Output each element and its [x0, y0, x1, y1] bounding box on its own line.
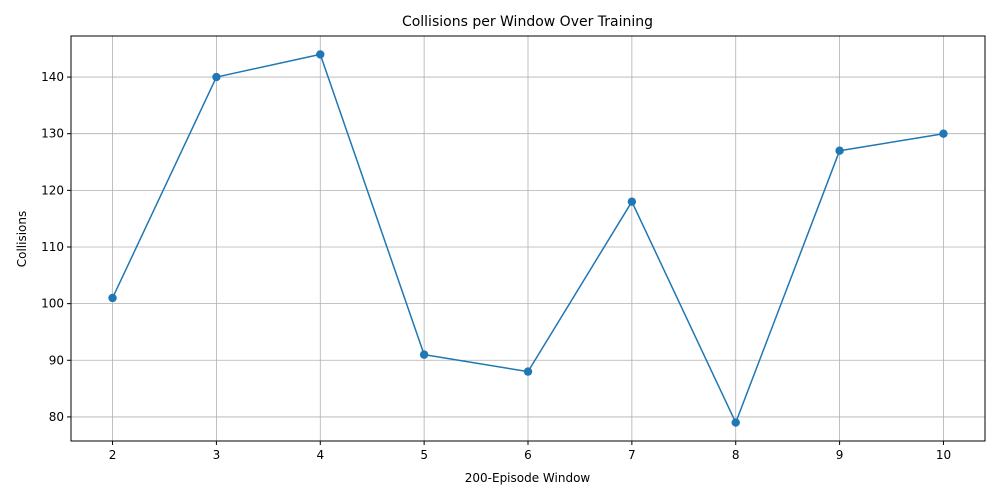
data-point [627, 197, 637, 206]
x-tick-label: 5 [420, 448, 428, 462]
x-tick-label: 8 [732, 448, 740, 462]
y-tick-label: 110 [41, 240, 64, 254]
x-tick-label: 9 [836, 448, 844, 462]
data-point [316, 50, 325, 59]
plot-frame [70, 35, 986, 442]
y-tick-label: 100 [41, 297, 64, 311]
data-point [419, 350, 429, 359]
data-point [835, 146, 844, 155]
x-axis-label: 200-Episode Window [465, 471, 591, 485]
data-point [212, 72, 221, 82]
grid-lines [71, 36, 985, 441]
x-tick-label: 4 [316, 448, 324, 462]
y-tick-label: 90 [49, 353, 64, 367]
data-point [108, 293, 117, 303]
axis-ticks: 2 3 4 5 6 7 8 9 10 80 90 100 110 120 130 140 [41, 70, 951, 462]
x-tick-label: 2 [109, 448, 117, 462]
chart-title: Collisions per Window Over Training [402, 14, 653, 30]
data-point [523, 367, 533, 376]
y-tick-label: 130 [41, 127, 64, 141]
x-tick-label: 3 [213, 448, 221, 462]
data-point [939, 129, 948, 138]
y-tick-label: 80 [49, 410, 64, 424]
y-tick-label: 120 [41, 183, 64, 197]
series-layer [108, 50, 948, 427]
data-point [731, 418, 740, 427]
x-tick-label: 6 [524, 448, 532, 462]
y-axis-label: Collisions [15, 211, 29, 268]
y-tick-label: 140 [41, 70, 64, 84]
x-tick-label: 10 [936, 448, 951, 462]
x-tick-label: 7 [628, 448, 636, 462]
